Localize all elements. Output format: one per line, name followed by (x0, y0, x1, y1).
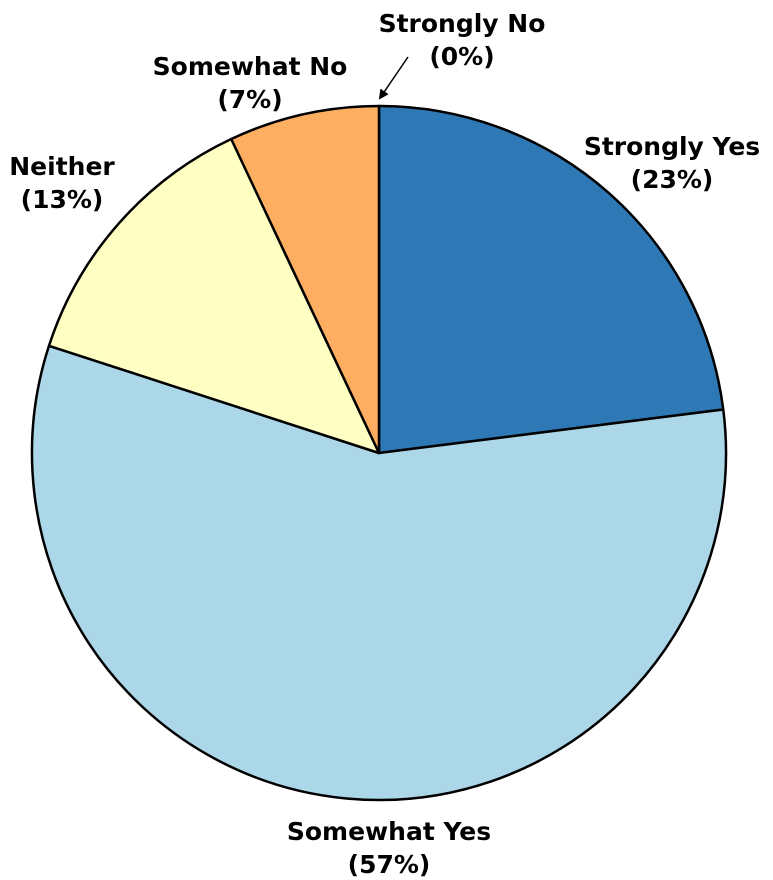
label-somewhat-yes-category: Somewhat Yes (287, 817, 491, 846)
label-somewhat-yes: Somewhat Yes (57%) (287, 817, 491, 879)
pie-labels: Strongly Yes (23%) Somewhat Yes (57%) Neithe… (9, 9, 760, 879)
label-neither: Neither (13%) (9, 152, 115, 214)
label-strongly-yes: Strongly Yes (23%) (584, 132, 760, 194)
label-strongly-yes-category: Strongly Yes (584, 132, 760, 161)
label-neither-category: Neither (9, 152, 115, 181)
slice-strongly-yes (377, 104, 725, 455)
label-neither-percent: (13%) (21, 185, 104, 214)
label-somewhat-no-category: Somewhat No (153, 52, 348, 81)
label-strongly-yes-percent: (23%) (631, 165, 714, 194)
label-somewhat-no: Somewhat No (7%) (153, 52, 348, 114)
pie-slices (30, 104, 728, 802)
label-somewhat-no-percent: (7%) (217, 85, 282, 114)
label-strongly-no-percent: (0%) (429, 42, 494, 71)
slice-somewhat-yes (30, 344, 728, 802)
arrow-strongly-no (378, 56, 409, 100)
label-strongly-no: Strongly No (0%) (379, 9, 546, 71)
slice-neither (47, 137, 381, 455)
label-somewhat-yes-percent: (57%) (348, 850, 431, 879)
label-strongly-no-category: Strongly No (379, 9, 546, 38)
slice-somewhat-no (230, 104, 381, 455)
